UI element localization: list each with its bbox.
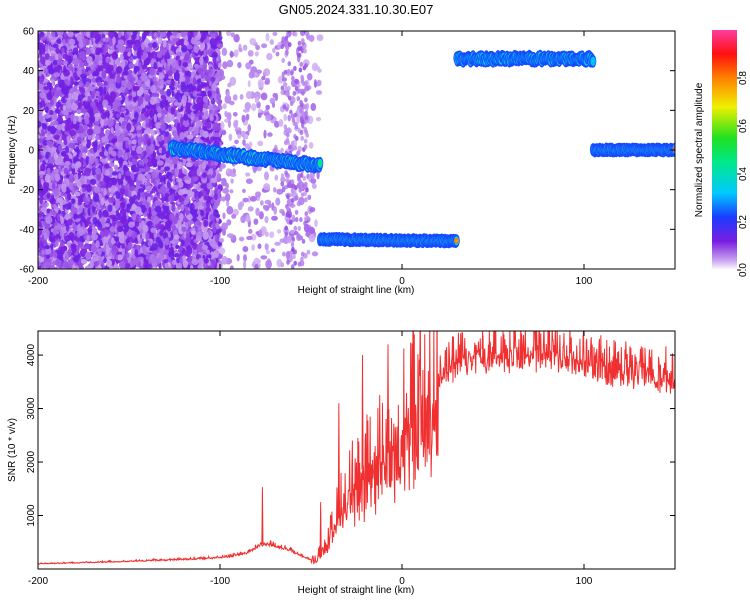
noise-speckle — [151, 92, 158, 98]
spectrogram-content — [38, 31, 675, 269]
noise-speckle — [150, 178, 155, 184]
noise-speckle — [123, 114, 129, 121]
figure-title: GN05.2024.331.10.30.E07 — [279, 2, 434, 17]
